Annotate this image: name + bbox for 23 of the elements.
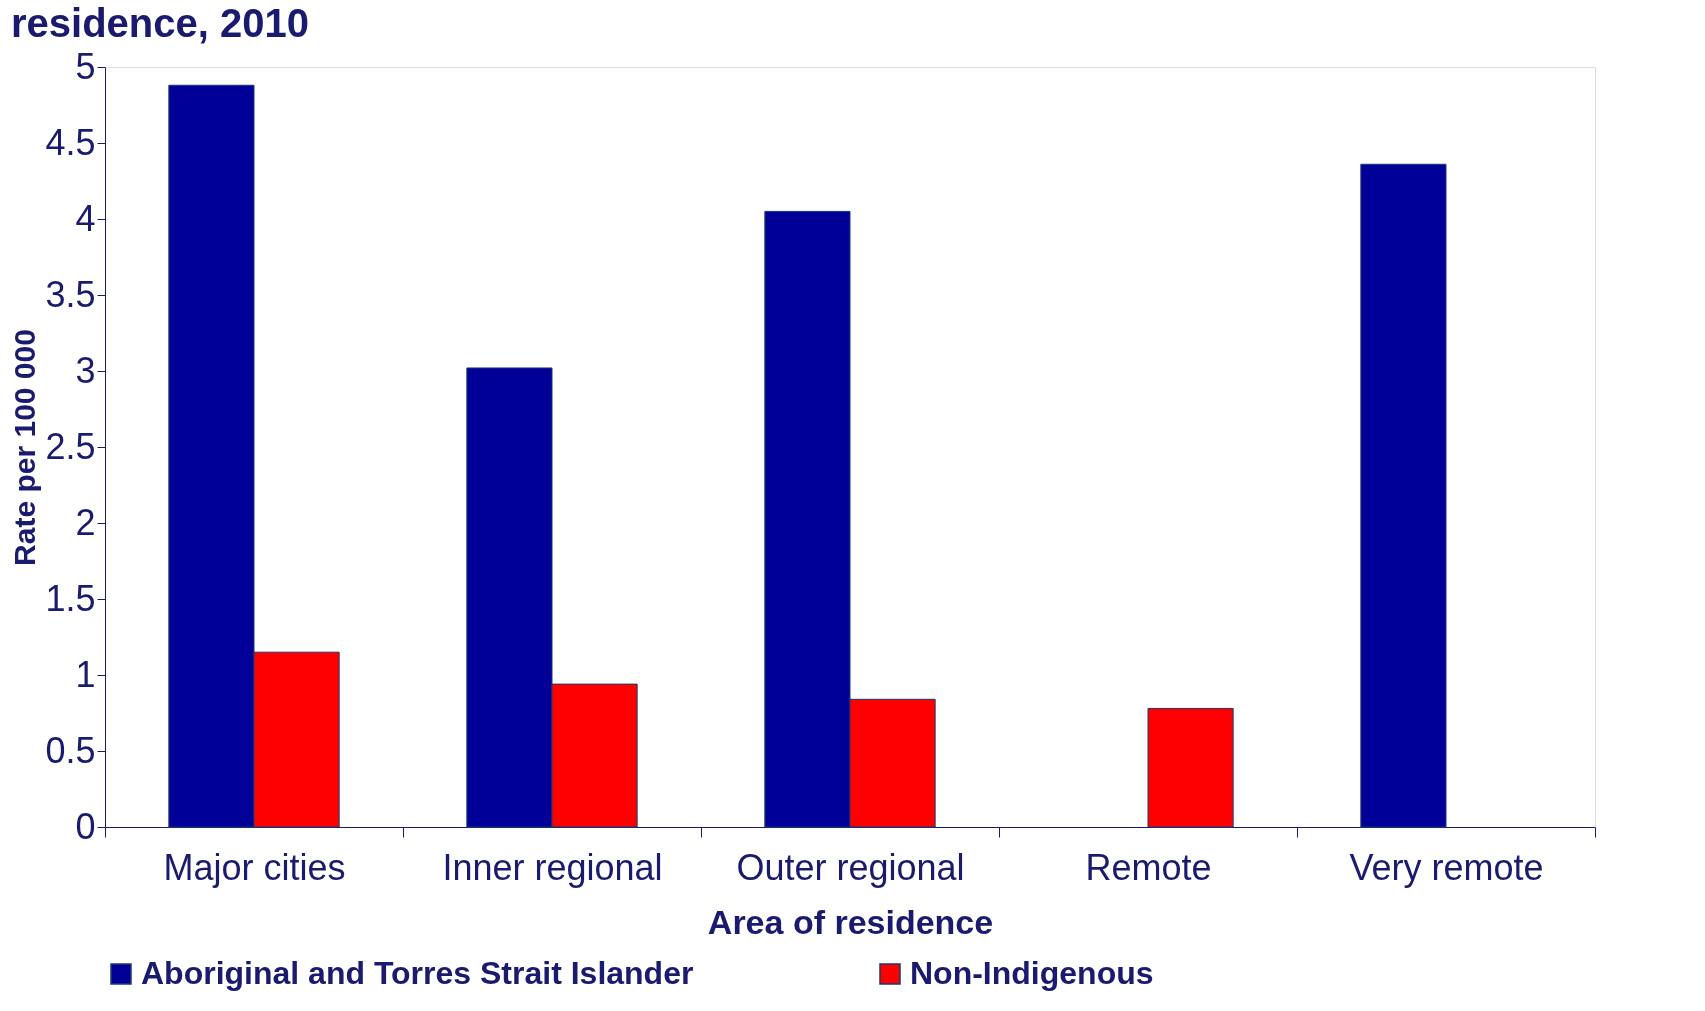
x-tick-label: Very remote [1349,846,1544,888]
legend-label: Aboriginal and Torres Strait Islander [141,955,694,991]
y-tick-label: 4.5 [45,121,96,163]
y-tick-label: 2.5 [45,425,96,467]
y-axis-title: Rate per 100 000 [8,329,42,566]
chart-title: residence, 2010 [10,1,309,45]
bar [1147,707,1234,828]
y-tick-label: 0 [75,805,96,847]
x-tick-label: Outer regional [736,846,965,888]
y-tick-label: 1 [75,653,96,695]
y-tick-label: 3 [75,349,96,391]
x-tick-label: Remote [1085,846,1212,888]
y-tick-label: 4 [75,197,96,239]
x-tick-label: Major cities [163,846,346,888]
y-tick-label: 3.5 [45,273,96,315]
legend-label: Non-Indigenous [910,955,1154,991]
y-tick-label: 1.5 [45,577,96,619]
x-axis-title: Area of residence [707,902,994,941]
bar [1360,163,1447,828]
y-tick-label: 0.5 [45,729,96,771]
y-tick-label: 2 [75,501,96,543]
y-tick-label: 5 [75,45,96,87]
x-tick-label: Inner regional [442,846,663,888]
